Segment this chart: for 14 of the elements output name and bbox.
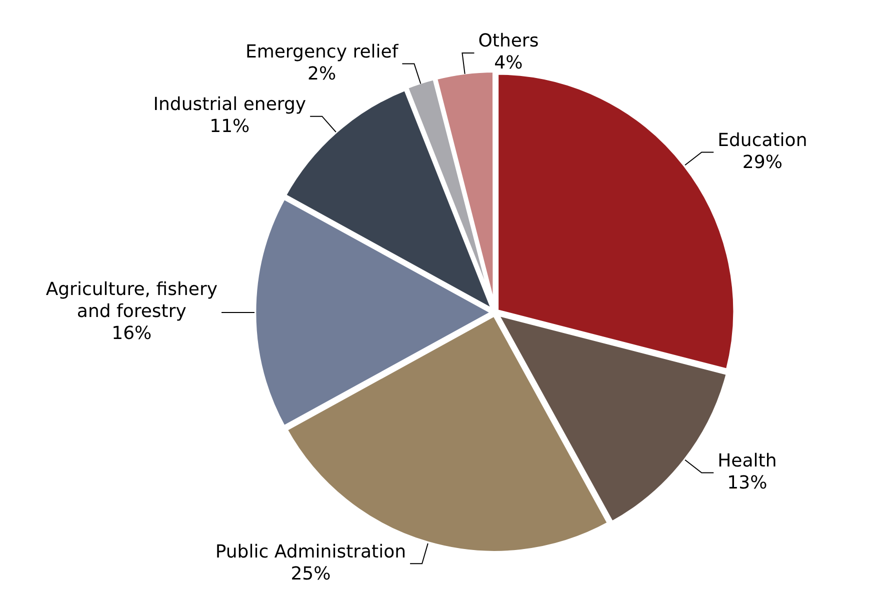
data-label: 13% [727,472,768,494]
slice-label: Agriculture, fishery and forestry [46,279,218,322]
data-label: 16% [112,323,152,344]
data-label: 4% [494,52,523,74]
slice-label: Education [718,130,808,151]
data-label: 25% [290,563,331,584]
data-label: 29% [742,152,782,173]
slice-label: Others [478,30,539,52]
slice-label: Health [718,450,777,472]
slice-label: Industrial energy [153,94,306,116]
data-label: 2% [308,63,336,84]
slice-label: Emergency relief [245,41,399,62]
slice-label: Public Administration [215,541,406,562]
data-label: 11% [210,116,250,138]
